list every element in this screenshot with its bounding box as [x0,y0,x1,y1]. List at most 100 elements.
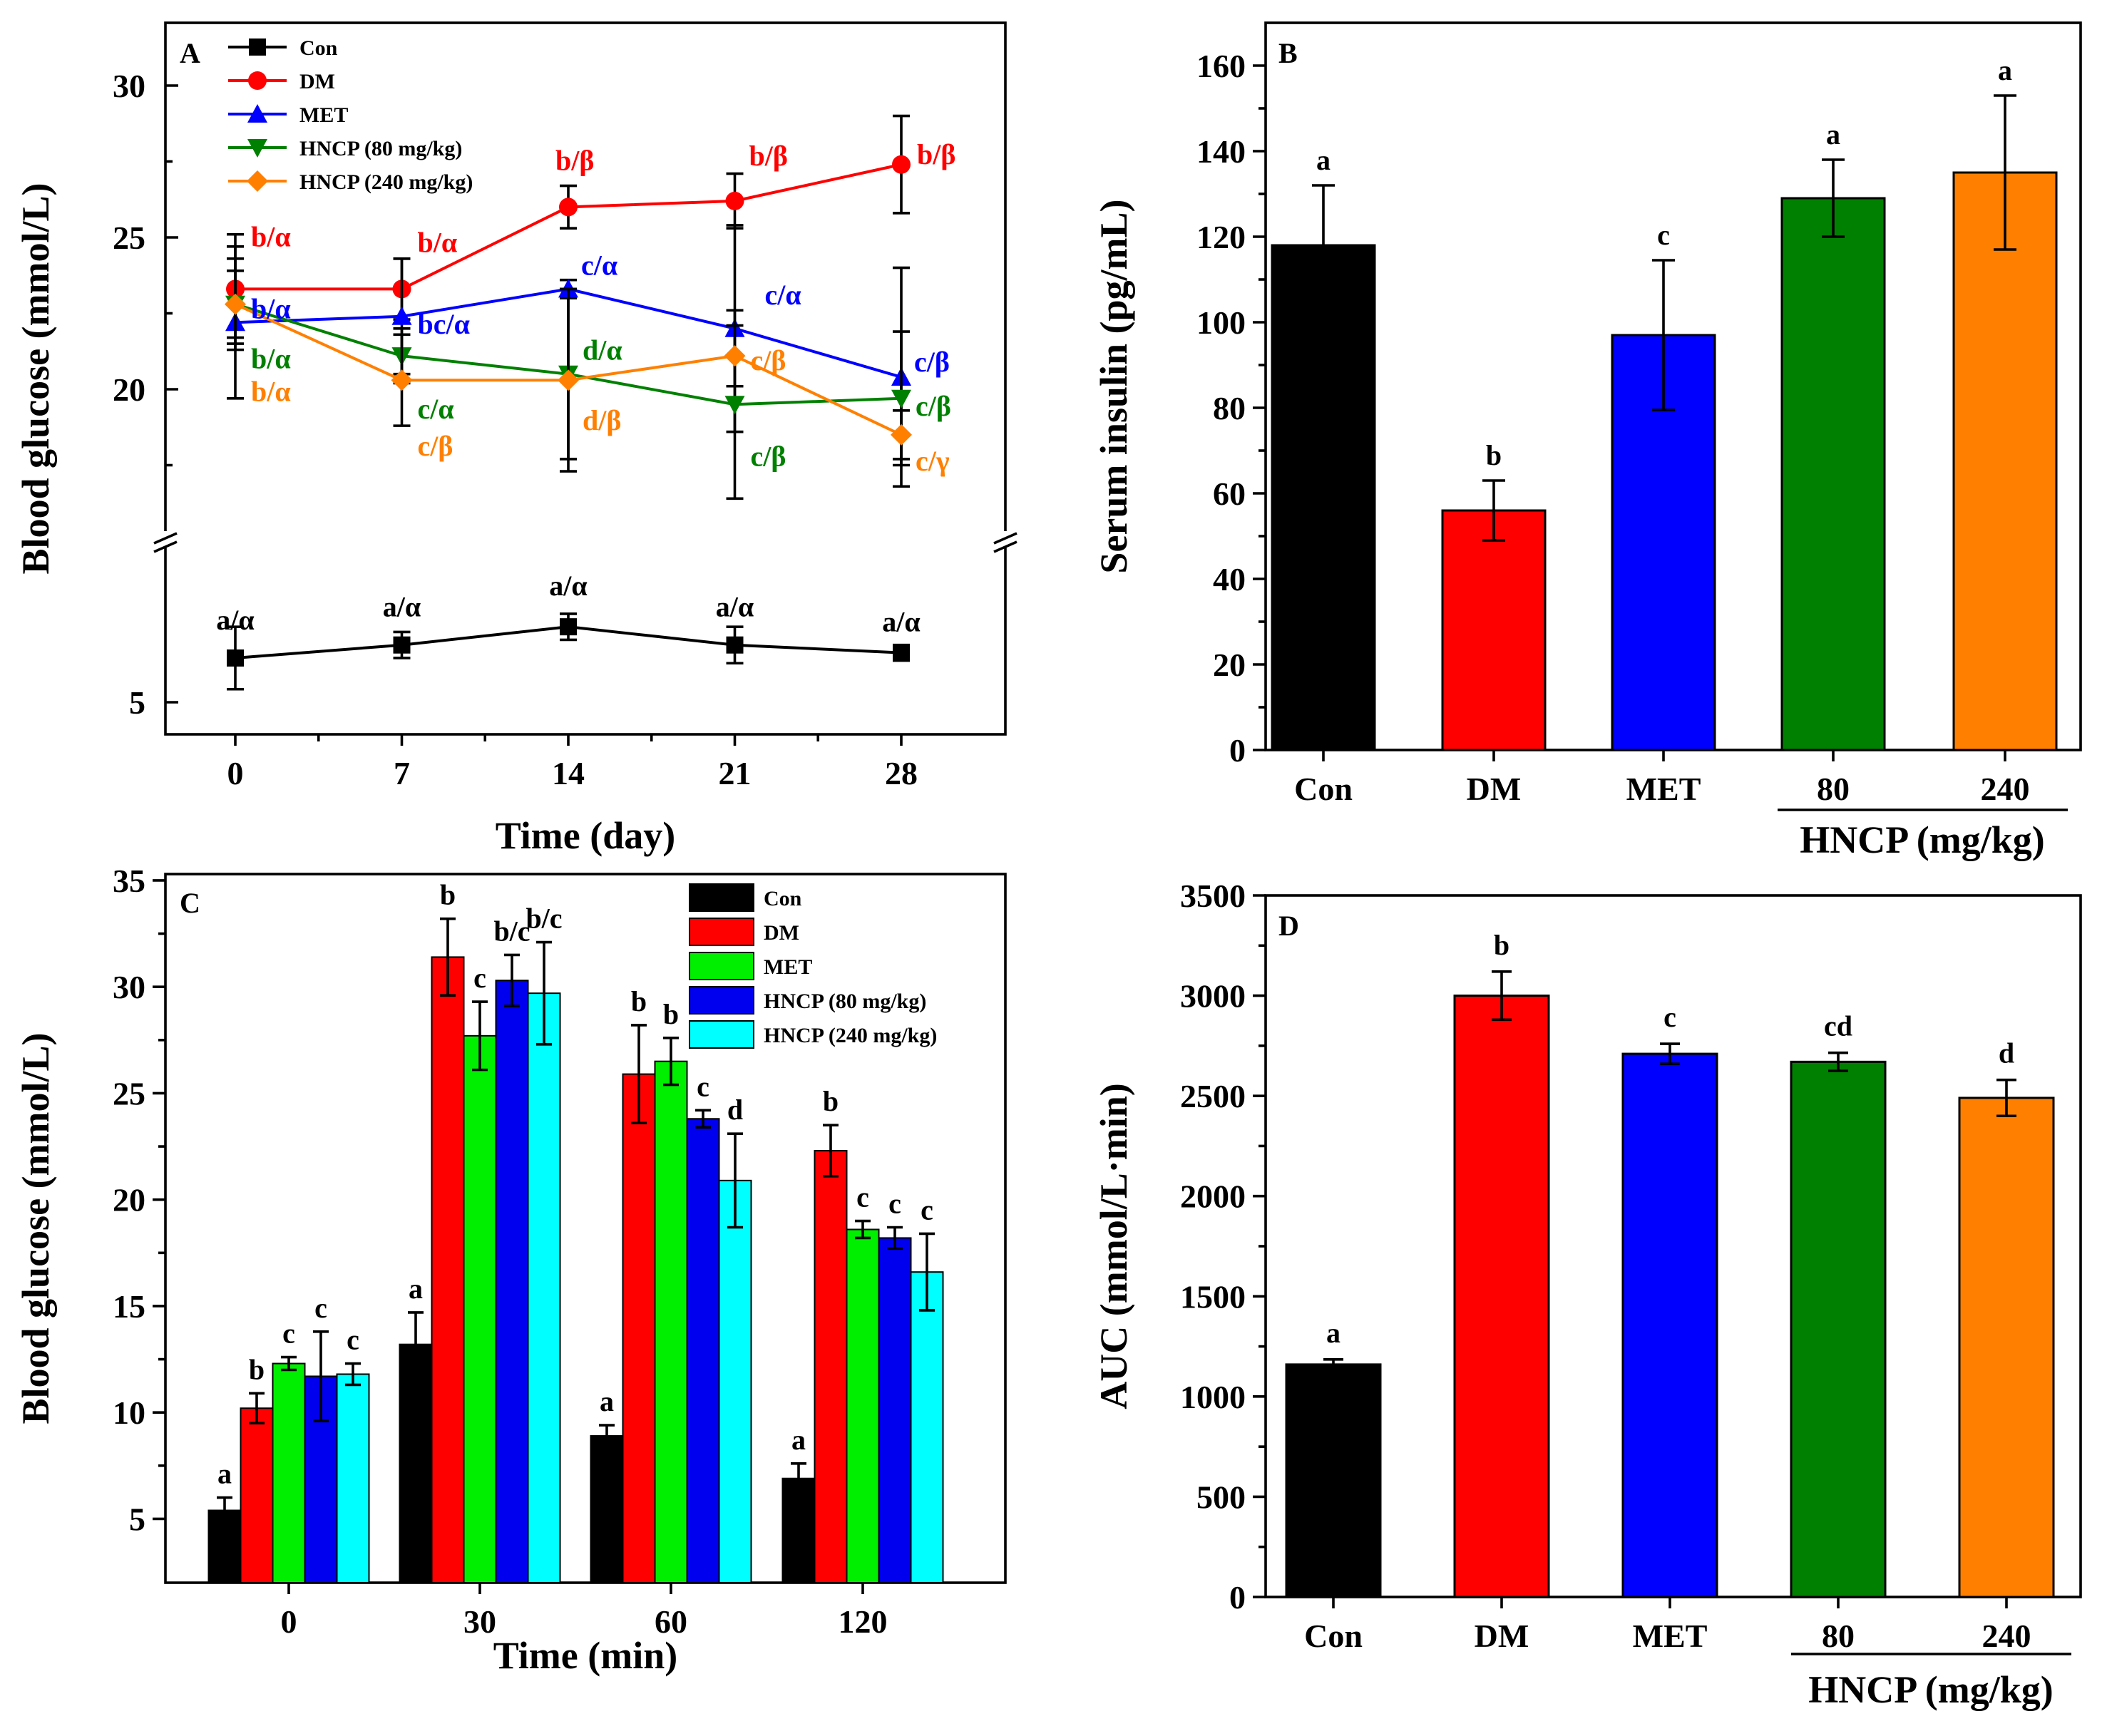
bar [1271,244,1376,751]
legend-label: MET [299,103,348,127]
legend-label: DM [764,921,799,945]
significance-label: b/β [749,140,788,172]
significance-label: c/β [418,430,453,462]
significance-label: b [1494,929,1509,961]
legend-swatch [689,1020,754,1049]
significance-label: c [888,1188,901,1220]
x-tick-label: MET [1633,1618,1708,1654]
legend-marker [247,139,267,158]
x-axis-title: Time (day) [496,814,676,857]
x-tick-label: 21 [719,755,752,791]
y-tick-label: 120 [1196,219,1246,255]
significance-label: c [314,1292,327,1324]
bar [463,1034,497,1583]
significance-label: b [440,879,456,911]
x-tick-label: 240 [1982,1618,2031,1654]
significance-label: d/β [583,404,621,436]
significance-label: c [1657,219,1670,251]
data-point [391,369,413,391]
significance-label: d [1999,1037,2014,1069]
significance-label: bc/α [418,308,470,340]
significance-label: a [1326,1317,1340,1349]
data-point [391,306,412,325]
bar [590,1435,624,1583]
legend-swatch [689,883,754,912]
axis-break-mark [153,532,178,545]
significance-label: c/β [751,440,786,472]
data-point [393,636,411,654]
y-tick-label: 10 [113,1395,145,1431]
significance-label: b/α [418,226,458,258]
axis-break-mark [153,540,178,553]
data-point [726,636,744,654]
data-point [893,644,910,662]
significance-label: c/α [765,279,801,311]
significance-label: d/α [583,334,622,366]
legend-label: Con [299,36,338,60]
y-tick-label: 0 [1229,732,1246,769]
y-tick-label: 1500 [1180,1278,1246,1315]
bar [336,1373,370,1583]
data-point [724,345,746,367]
y-tick-label: 100 [1196,304,1246,341]
data-point [891,389,911,409]
significance-label: a [409,1273,423,1305]
bar [495,980,529,1583]
y-tick-label: 0 [1229,1579,1246,1616]
y-tick-label: 30 [113,68,145,104]
significance-label: d [727,1094,743,1126]
bar [718,1179,752,1584]
group-label: HNCP (mg/kg) [1800,818,2045,861]
legend-label: HNCP (80 mg/kg) [299,137,462,160]
significance-label: c [921,1193,933,1226]
y-tick-label: 5 [129,684,145,721]
y-axis-title: Serum insulin (pg/mL) [1092,199,1135,573]
x-tick-label: Con [1304,1618,1363,1654]
y-tick-label: 35 [113,863,145,899]
y-tick-label: 20 [113,371,145,408]
significance-label: c/β [914,346,950,378]
x-tick-label: 28 [885,755,918,791]
legend-label: HNCP (80 mg/kg) [764,990,926,1013]
legend-label: Con [764,887,802,910]
x-axis-title: Time (min) [493,1634,677,1677]
y-axis-title: AUC (mmol/L·min) [1092,1083,1135,1409]
bar [622,1073,656,1584]
significance-label: c/γ [916,445,950,477]
y-tick-label: 80 [1213,390,1246,426]
panel-d: 0 500 1000 1500 2000 2500 3000 3500 a Con b DM c MET c… [1092,878,2082,1711]
legend-marker [247,170,268,192]
y-tick-label: 5 [129,1501,145,1537]
data-point [225,293,246,315]
bar [846,1228,880,1583]
y-tick-label: 25 [113,220,145,256]
significance-label: b/β [917,138,955,170]
x-tick-label: 7 [394,755,410,791]
x-tick-label: 0 [281,1603,297,1640]
bar [1441,509,1547,751]
bar [1621,1052,1718,1598]
panel-a: 5 20 25 30 0 7 14 21 28 Time (day) Blood glucose (… [14,21,1017,857]
data-point [892,155,911,174]
bar [654,1060,688,1584]
significance-label: c/α [581,249,617,281]
y-tick-label: 20 [113,1182,145,1218]
legend-marker [248,71,267,90]
legend-label: HNCP (240 mg/kg) [764,1024,937,1047]
panel-letter: A [180,37,200,69]
bar [1958,1096,2055,1598]
y-axis-title: Blood glucose (mmol/L) [14,183,57,575]
significance-label: b [249,1353,265,1385]
data-point [891,423,912,446]
significance-label: c [473,962,486,994]
y-tick-label: 3000 [1180,978,1246,1015]
bar [814,1150,848,1584]
panel-b: 0 20 40 60 80 100 120 140 160 a Con b DM c MET a 80 a 240 H… [1092,21,2082,861]
significance-label: cd [1824,1010,1852,1042]
y-tick-label: 2000 [1180,1178,1246,1215]
significance-label: b/α [251,220,291,252]
significance-label: b/α [251,376,291,408]
significance-label: b [1486,439,1502,471]
y-tick-label: 60 [1213,476,1246,512]
